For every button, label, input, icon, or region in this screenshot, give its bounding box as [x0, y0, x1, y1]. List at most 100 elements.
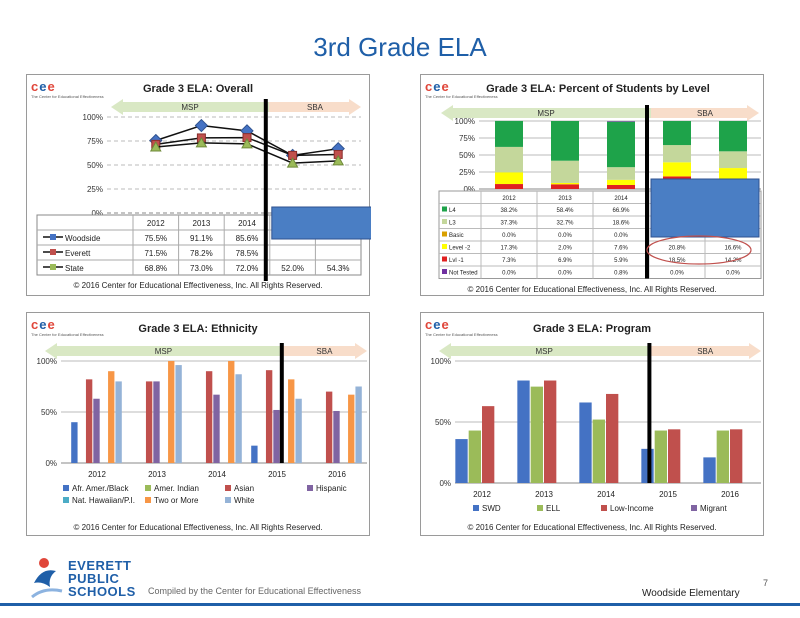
chart-title: Grade 3 ELA: Percent of Students by Leve…: [486, 83, 710, 95]
district-name: EVERETT: [68, 558, 132, 573]
y-tick-label: 50%: [41, 408, 57, 417]
bar-segment: [663, 145, 691, 163]
levels-stacked-chart: MSPSBA100%75%50%25%0%2012201320142015201…: [438, 105, 762, 279]
y-tick-label: 100%: [83, 113, 103, 122]
y-tick-label: 25%: [87, 185, 103, 194]
cee-logo: cee The Center for Educational Effective…: [31, 317, 104, 343]
legend-swatch: [145, 485, 151, 491]
logo-letter: c: [425, 317, 434, 332]
bar: [517, 380, 530, 483]
x-tick-label: 2012: [473, 490, 491, 499]
y-tick-label: 0%: [463, 185, 475, 194]
bar: [213, 394, 220, 463]
bar: [530, 386, 543, 483]
legend-label: Afr. Amer./Black: [72, 484, 129, 493]
overall-chart-panel: cee The Center for Educational Effective…: [26, 74, 371, 296]
x-tick-label: 2015: [659, 490, 677, 499]
x-tick-label: 2013: [535, 490, 553, 499]
data-label: 91.1%: [190, 234, 213, 243]
data-label: 75.5%: [144, 234, 167, 243]
legend-label: Two or More: [154, 496, 199, 505]
y-tick-label: 0%: [45, 459, 57, 468]
legend-swatch: [691, 505, 697, 511]
logo-letter: e: [39, 79, 48, 94]
data-label: 0.0%: [558, 271, 572, 277]
bar: [544, 380, 557, 483]
school-name: Woodside Elementary: [642, 588, 740, 599]
program-bar-chart: MSP SBA 100% 50% 0% 2012 2013 2014 2015 2016 SWD EL…: [431, 343, 761, 513]
bar: [668, 429, 681, 483]
data-label: 2.0%: [558, 246, 572, 252]
data-label: 0.0%: [670, 271, 684, 277]
bar-segment: [495, 146, 523, 173]
legend-label: L4: [449, 208, 456, 214]
logo-subtitle: The Center for Educational Effectiveness: [425, 332, 498, 337]
legend-swatch: [225, 485, 231, 491]
data-label: 52.0%: [281, 264, 304, 273]
legend-label: Migrant: [700, 504, 727, 513]
legend-swatch: [307, 485, 313, 491]
x-tick-label: 2012: [502, 196, 516, 202]
data-label: 0.0%: [502, 271, 516, 277]
legend-label: Asian: [234, 484, 254, 493]
data-point: [241, 137, 253, 149]
legend-label: SWD: [482, 504, 501, 513]
bar-segment: [719, 168, 747, 180]
legend-label: Nat. Hawaiian/P.I.: [72, 496, 135, 505]
legend-label: ELL: [546, 504, 561, 513]
msp-label: MSP: [536, 347, 553, 356]
bar: [228, 361, 235, 463]
data-label: 5.9%: [614, 258, 628, 264]
data-label: 71.5%: [144, 249, 167, 258]
msp-arrow: [439, 343, 650, 359]
bar-segment: [663, 121, 691, 146]
x-tick-label: 2012: [147, 219, 165, 228]
legend-swatch: [63, 497, 69, 503]
legend-swatch: [50, 264, 56, 270]
bar: [251, 445, 258, 463]
slide-title: 3rd Grade ELA: [313, 32, 487, 62]
data-label: 58.4%: [556, 208, 574, 214]
logo-letter: e: [47, 317, 56, 332]
page-number: 7: [763, 578, 769, 588]
bar: [482, 406, 495, 483]
logo-letter: e: [39, 317, 48, 332]
x-tick-label: 2014: [208, 470, 226, 479]
bar: [325, 391, 333, 463]
legend-label: Low-Income: [610, 504, 654, 513]
data-label: 7.6%: [614, 246, 628, 252]
district-name: SCHOOLS: [68, 584, 136, 599]
bar-segment: [551, 182, 579, 185]
x-tick-label: 2013: [558, 196, 572, 202]
ethnicity-bar-chart: MSP SBA 100% 50% 0% 2012 2013 2014 2015 2016 Afr. …: [37, 343, 367, 505]
msp-label: MSP: [181, 103, 198, 112]
x-tick-label: 2012: [88, 470, 106, 479]
bar: [348, 394, 355, 463]
bar-segment: [607, 121, 635, 122]
msp-label: MSP: [537, 109, 554, 118]
data-label: 20.8%: [668, 246, 686, 252]
cee-logo: cee The Center for Educational Effective…: [425, 79, 498, 105]
x-tick-label: 2014: [614, 196, 628, 202]
bar-segment: [495, 184, 523, 189]
copyright: © 2016 Center for Educational Effectiven…: [73, 281, 323, 290]
data-label: 0.0%: [502, 233, 516, 239]
data-label: 37.3%: [500, 221, 518, 227]
logo-letter: c: [31, 79, 40, 94]
sba-label: SBA: [316, 347, 333, 356]
bar: [108, 371, 115, 463]
cee-logo: cee The Center for Educational Effective…: [31, 79, 104, 105]
logo-letter: c: [425, 79, 434, 94]
levels-chart-panel: cee The Center for Educational Effective…: [420, 74, 764, 296]
logo-subtitle: The Center for Educational Effectiveness: [31, 94, 104, 99]
data-label: 17.3%: [500, 246, 518, 252]
chart-title: Grade 3 ELA: Ethnicity: [138, 323, 258, 335]
data-label: 7.3%: [502, 258, 516, 264]
x-tick-label: 2016: [721, 490, 739, 499]
y-tick-label: 0%: [439, 479, 451, 488]
data-label: 68.8%: [144, 264, 167, 273]
x-tick-label: 2014: [238, 219, 256, 228]
legend-swatch: [50, 234, 56, 240]
bar: [716, 430, 729, 483]
bar: [355, 386, 362, 463]
